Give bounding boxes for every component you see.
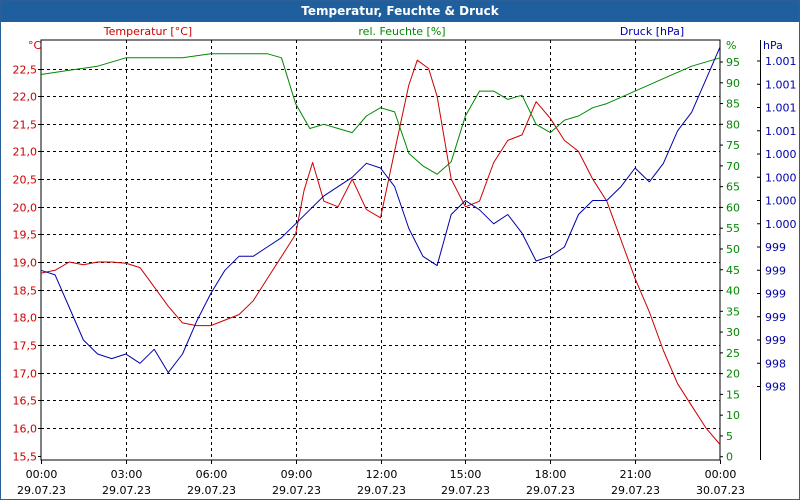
temperature-axis-label: Temperatur [°C] [103,25,192,38]
x-tick-date: 29.07.23 [102,484,151,497]
humidity-tick-label: 55 [726,222,740,235]
series-lines [40,46,721,445]
humidity-tick-label: 25 [726,347,740,360]
humidity-tick-label: 30 [726,326,740,339]
pressure-tick-label: 1.001 [765,125,797,138]
x-tick-date: 29.07.23 [441,484,490,497]
pressure-tick-label: 999 [765,311,786,324]
x-tick-date: 30.07.23 [696,484,745,497]
humidity-tick-label: 15 [726,388,740,401]
temp-tick-label: 17,5 [13,340,38,353]
pressure-tick-label: 999 [765,241,786,254]
x-tick-date: 29.07.23 [187,484,236,497]
pressure-tick-label: 998 [765,357,786,370]
temp-tick-label: 16,5 [13,395,38,408]
x-tick-time: 03:00 [111,468,143,481]
humidity-axis-label: rel. Feuchte [%] [358,25,445,38]
x-tick-date: 29.07.23 [526,484,575,497]
temp-tick-label: 22,5 [13,64,38,77]
x-tick-time: 12:00 [366,468,398,481]
pressure-tick-label: 1.000 [765,148,797,161]
humidity-tick-label: 40 [726,285,740,298]
humidity-tick-label: 10 [726,409,740,422]
humidity-tick-label: 95 [726,56,740,69]
temp-tick-label: 22,0 [13,91,38,104]
pressure-series-line [40,46,721,374]
humidity-tick-label: 65 [726,181,740,194]
x-tick-time: 09:00 [281,468,313,481]
humidity-tick-label: 90 [726,77,740,90]
mid-axis-unit: % [726,39,736,52]
right-axis-unit: hPa [763,39,783,52]
pressure-tick-label: 999 [765,264,786,277]
temp-tick-label: 21,5 [13,119,38,132]
temp-tick-label: 17,0 [13,368,38,381]
temp-tick-label: 20,5 [13,174,38,187]
temp-tick-label: 18,5 [13,285,38,298]
x-tick-time: 00:00 [26,468,58,481]
pressure-tick-label: 1.000 [765,171,797,184]
pressure-tick-label: 1.000 [765,218,797,231]
temp-tick-label: 20,0 [13,202,38,215]
humidity-series-line [40,53,721,175]
pressure-tick-label: 1.001 [765,55,797,68]
pressure-axis-label: Druck [hPa] [620,25,684,38]
pressure-tick-label: 999 [765,288,786,301]
humidity-tick-label: 50 [726,243,740,256]
pressure-tick-label: 1.001 [765,102,797,115]
x-tick-time: 18:00 [535,468,567,481]
left-axis-unit: °C [28,39,42,52]
humidity-tick-label: 75 [726,139,740,152]
pressure-tick-label: 1.001 [765,78,797,91]
pressure-tick-label: 1.000 [765,195,797,208]
humidity-tick-label: 60 [726,201,740,214]
humidity-tick-label: 35 [726,305,740,318]
temp-tick-label: 18,0 [13,312,38,325]
x-tick-time: 06:00 [196,468,228,481]
temperature-series-line [40,59,721,445]
pressure-tick-label: 999 [765,334,786,347]
humidity-tick-label: 45 [726,264,740,277]
chart-title: Temperatur, Feuchte & Druck [1,1,799,22]
humidity-tick-label: 5 [726,430,733,443]
humidity-tick-label: 70 [726,160,740,173]
x-tick-date: 29.07.23 [611,484,660,497]
humidity-tick-label: 0 [726,451,733,464]
x-tick-time: 15:00 [450,468,482,481]
humidity-tick-label: 85 [726,98,740,111]
pressure-tick-label: 998 [765,381,786,394]
x-tick-time: 21:00 [620,468,652,481]
temp-tick-label: 19,0 [13,257,38,270]
humidity-tick-label: 20 [726,368,740,381]
temp-tick-label: 19,5 [13,229,38,242]
humidity-tick-label: 80 [726,118,740,131]
x-tick-date: 29.07.23 [272,484,321,497]
x-tick-date: 29.07.23 [357,484,406,497]
temp-tick-label: 15,5 [13,451,38,464]
grid [41,40,720,460]
temp-tick-label: 21,0 [13,146,38,159]
x-tick-date: 29.07.23 [17,484,66,497]
temp-tick-label: 16,0 [13,423,38,436]
x-tick-time: 00:00 [705,468,737,481]
axes: 22,5 22,0 21,5 21,0 20,5 20,0 19,5 19,0 18,5 18,0… [13,40,797,497]
plot-area [40,39,721,461]
